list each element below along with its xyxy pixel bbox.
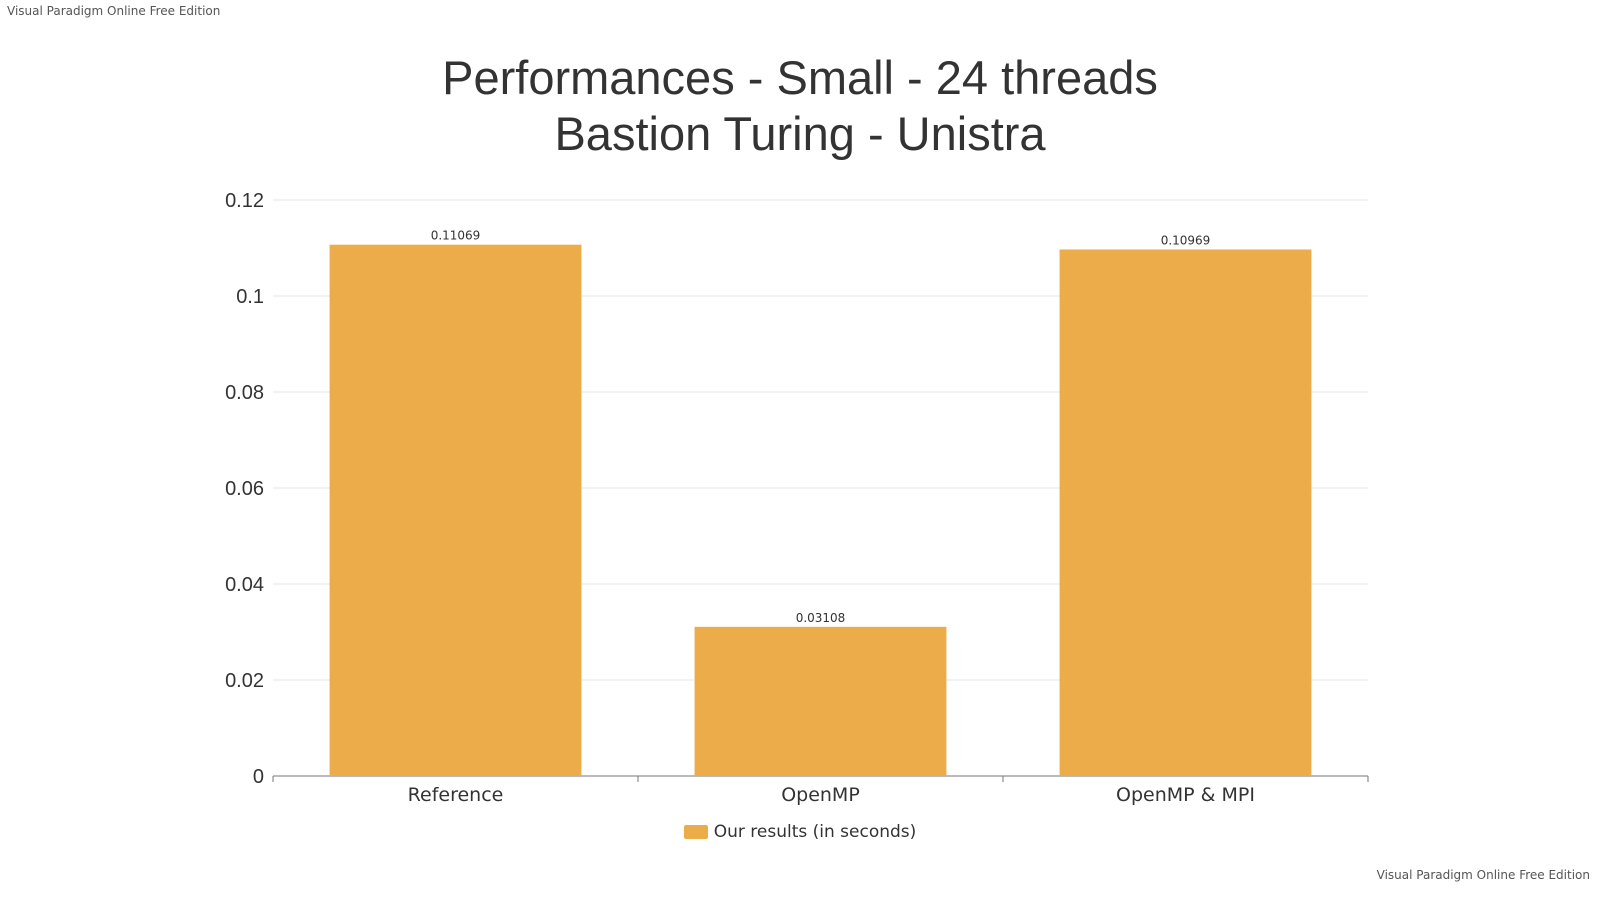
y-tick-label: 0 (253, 766, 264, 788)
y-tick-label: 0.1 (236, 286, 264, 308)
chart-title-line-2: Bastion Turing - Unistra (554, 107, 1046, 160)
data-label: 0.10969 (1161, 233, 1211, 247)
legend-item[interactable]: Our results (in seconds) (683, 822, 917, 842)
bar (329, 244, 582, 777)
watermark-top: Visual Paradigm Online Free Edition (7, 4, 221, 18)
y-tick-label: 0.04 (225, 574, 264, 596)
y-tick-label: 0.08 (225, 382, 264, 404)
data-label: 0.03108 (796, 611, 846, 625)
y-tick-label: 0.06 (225, 478, 264, 500)
y-tick-label: 0.02 (225, 670, 264, 692)
x-tick-label: OpenMP (781, 784, 860, 806)
data-label: 0.11069 (431, 229, 481, 243)
watermark-bottom: Visual Paradigm Online Free Edition (1376, 868, 1590, 882)
bar (694, 626, 947, 776)
legend: Our results (in seconds) (0, 822, 1600, 844)
chart-title-line-1: Performances - Small - 24 threads (442, 51, 1158, 104)
x-tick-label: OpenMP & MPI (1116, 784, 1255, 806)
legend-swatch (683, 825, 708, 839)
y-tick-label: 0.12 (225, 190, 264, 212)
bar (1059, 249, 1312, 776)
legend-label: Our results (in seconds) (713, 822, 917, 842)
x-tick-label: Reference (408, 784, 504, 806)
